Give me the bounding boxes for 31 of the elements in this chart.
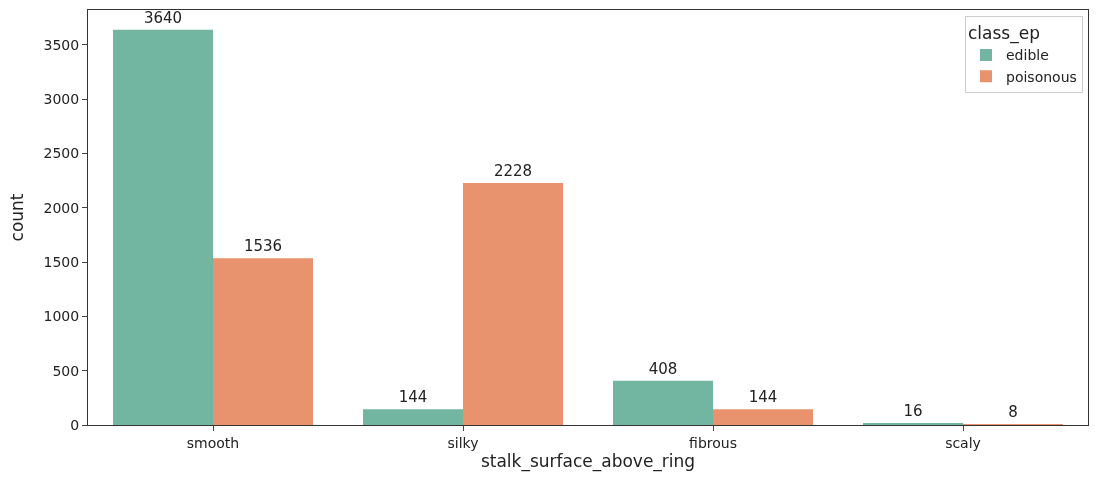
bar — [613, 380, 713, 425]
data-label: 3640 — [143, 8, 183, 27]
bar — [463, 183, 563, 425]
legend-label: poisonous — [1006, 68, 1077, 85]
data-label: 1536 — [243, 237, 283, 256]
data-label: 8 — [1008, 403, 1018, 421]
y-axis-title: count — [7, 193, 28, 242]
y-tick-label: 1000 — [43, 308, 80, 325]
bar — [363, 409, 463, 425]
x-tick-label: smooth — [186, 434, 240, 451]
x-tick-label: scaly — [945, 434, 981, 451]
y-tick-label: 3500 — [43, 36, 80, 53]
bar — [113, 29, 213, 425]
bar — [713, 409, 813, 425]
legend-label: edible — [1006, 47, 1049, 64]
y-tick-label: 1500 — [43, 254, 80, 271]
data-label: 408 — [648, 359, 678, 378]
x-axis-title: stalk_surface_above_ring — [480, 450, 696, 472]
y-tick-label: 3000 — [43, 91, 80, 108]
legend-title: class_ep — [968, 23, 1040, 45]
bar — [213, 258, 313, 425]
data-label: 144 — [748, 388, 778, 407]
data-label: 2228 — [493, 162, 533, 181]
y-tick-label: 2000 — [43, 199, 80, 216]
y-tick-label: 0 — [70, 416, 80, 433]
x-tick-label: silky — [447, 434, 479, 451]
data-label: 16 — [903, 402, 923, 420]
y-tick-label: 2500 — [43, 145, 80, 162]
x-tick-label: fibrous — [689, 434, 737, 451]
data-label: 144 — [398, 388, 428, 407]
y-tick-label: 500 — [52, 362, 80, 379]
